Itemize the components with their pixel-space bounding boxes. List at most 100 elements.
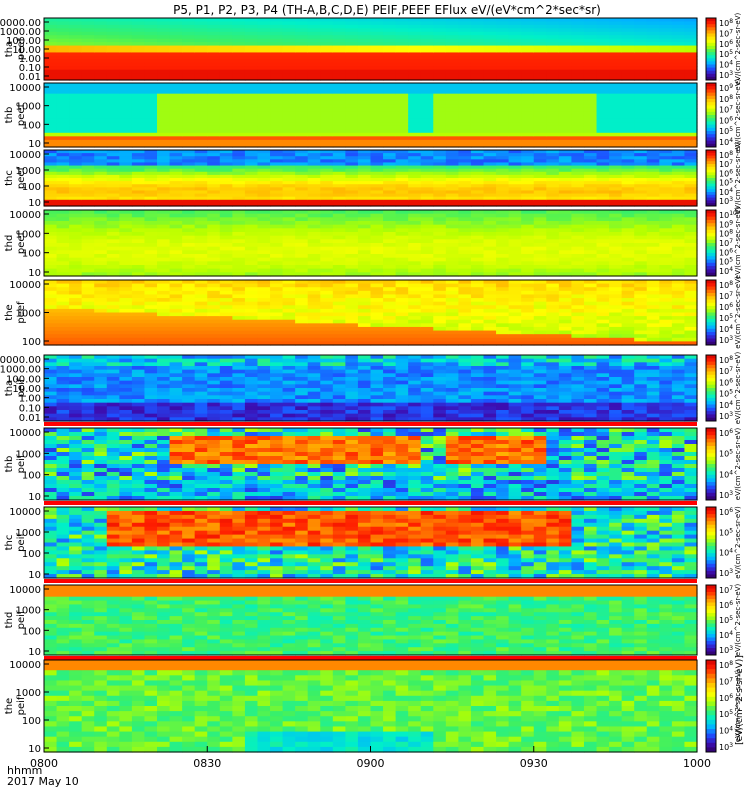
heatmap-cell xyxy=(244,59,259,64)
heatmap-cell xyxy=(558,49,573,54)
heatmap-cell xyxy=(646,287,660,292)
heatmap-cell xyxy=(295,330,309,335)
heatmap-cell xyxy=(521,76,535,81)
heatmap-cell xyxy=(684,341,698,346)
heatmap-cell xyxy=(69,165,83,170)
heatmap-cell xyxy=(470,287,485,292)
heatmap-cell xyxy=(169,35,183,40)
heatmap-cell xyxy=(671,221,686,226)
heatmap-cell xyxy=(244,217,259,222)
heatmap-cell xyxy=(470,174,485,179)
heatmap-cell xyxy=(295,287,309,292)
heatmap-cell xyxy=(119,38,133,43)
heatmap-cell xyxy=(646,86,660,91)
heatmap-cell xyxy=(94,24,108,29)
heatmap-cell xyxy=(558,129,573,134)
heatmap-cell xyxy=(558,178,573,182)
heatmap-cell xyxy=(357,217,372,222)
heatmap-cell xyxy=(257,301,271,306)
heatmap-cell xyxy=(483,159,497,164)
heatmap-cell xyxy=(157,316,171,321)
heatmap-cell xyxy=(44,334,58,339)
heatmap-cell xyxy=(157,265,171,270)
heatmap-cell xyxy=(533,221,547,226)
heatmap-cell xyxy=(106,97,120,102)
heatmap-cell xyxy=(44,316,58,321)
colorbar-swatch xyxy=(706,158,716,162)
heatmap-cell xyxy=(470,294,485,299)
heatmap-cell xyxy=(282,49,296,54)
heatmap-cell xyxy=(157,243,171,248)
heatmap-cell xyxy=(320,52,334,57)
heatmap-cell xyxy=(282,319,296,324)
heatmap-cell xyxy=(219,221,233,226)
heatmap-cell xyxy=(244,31,259,36)
heatmap-cell xyxy=(370,202,384,207)
heatmap-cell xyxy=(370,90,384,95)
heatmap-cell xyxy=(646,246,660,251)
heatmap-cell xyxy=(634,139,648,145)
heatmap-cell xyxy=(546,42,560,47)
heatmap-cell xyxy=(596,232,610,237)
heatmap-cell xyxy=(583,59,598,64)
colorbar-tick-label: 1010 xyxy=(719,210,737,220)
heatmap-cell xyxy=(106,90,120,95)
heatmap-cell xyxy=(81,139,95,145)
heatmap-cell xyxy=(521,250,535,255)
heatmap-cell xyxy=(621,21,635,26)
heatmap-cell xyxy=(646,69,660,74)
colorbar-tick-label: 106 xyxy=(719,115,733,125)
heatmap-cell xyxy=(207,93,221,98)
heatmap-cell xyxy=(295,301,309,306)
heatmap-cell xyxy=(282,305,296,310)
heatmap-cell xyxy=(583,153,598,157)
heatmap-cell xyxy=(671,104,686,109)
heatmap-cell xyxy=(345,104,359,109)
heatmap-cell xyxy=(182,42,196,47)
heatmap-cell xyxy=(207,250,221,255)
heatmap-cell xyxy=(621,83,635,88)
heatmap-cell xyxy=(571,162,585,167)
heatmap-cell xyxy=(496,111,510,116)
heatmap-cell xyxy=(533,159,547,164)
heatmap-cell xyxy=(182,28,196,33)
heatmap-cell xyxy=(131,86,146,91)
heatmap-cell xyxy=(408,224,422,229)
heatmap-cell xyxy=(207,294,221,299)
heatmap-cell xyxy=(659,107,673,113)
heatmap-cell xyxy=(609,217,623,222)
heatmap-cell xyxy=(671,73,686,78)
heatmap-cell xyxy=(94,129,108,134)
heatmap-cell xyxy=(583,232,598,237)
heatmap-cell xyxy=(533,290,547,296)
colorbar-unit-label: eV/(cm^2-sec-sr-eV) xyxy=(734,13,742,86)
heatmap-cell xyxy=(571,66,585,71)
heatmap-cell xyxy=(408,159,422,164)
heatmap-cell xyxy=(44,62,58,67)
heatmap-cell xyxy=(282,213,296,218)
heatmap-cell xyxy=(232,239,246,244)
heatmap-cell xyxy=(496,305,510,310)
heatmap-cell xyxy=(320,168,334,173)
heatmap-cell xyxy=(646,107,660,113)
heatmap-cell xyxy=(295,83,309,88)
heatmap-cell xyxy=(357,52,372,57)
heatmap-cell xyxy=(521,246,535,251)
heatmap-cell xyxy=(609,312,623,317)
y-tick-label: 1000.00 xyxy=(0,27,41,38)
heatmap-cell xyxy=(496,150,510,154)
heatmap-cell xyxy=(508,272,522,277)
heatmap-cell xyxy=(521,31,535,36)
heatmap-cell xyxy=(357,337,372,342)
heatmap-cell xyxy=(433,136,447,141)
heatmap-cell xyxy=(357,254,372,259)
heatmap-cell xyxy=(496,181,510,185)
heatmap-cell xyxy=(470,18,485,23)
heatmap-cell xyxy=(433,28,447,33)
heatmap-cell xyxy=(157,100,171,105)
heatmap-cell xyxy=(232,90,246,95)
heatmap-cell xyxy=(94,380,108,385)
heatmap-cell xyxy=(445,90,460,95)
heatmap-cell xyxy=(533,69,547,74)
heatmap-cell xyxy=(119,90,133,95)
